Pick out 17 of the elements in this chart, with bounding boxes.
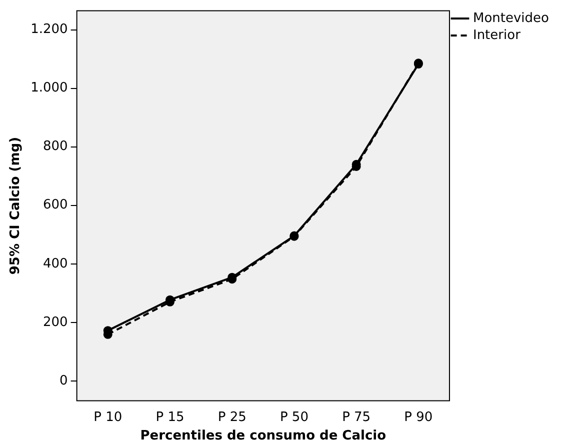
y-tick-label: 0 <box>60 373 68 388</box>
x-tick-label: P 75 <box>342 410 371 425</box>
y-tick-label: 1.000 <box>30 80 68 96</box>
x-tick-label: P 90 <box>404 410 433 425</box>
x-tick-label: P 15 <box>156 410 184 425</box>
x-tick-label: P 50 <box>280 410 308 425</box>
y-tick-label: 600 <box>42 198 68 213</box>
y-tick-label: 800 <box>42 139 68 154</box>
y-tick-label: 1.200 <box>30 22 68 38</box>
x-tick-label: P 25 <box>218 410 246 425</box>
y-tick-label: 200 <box>42 314 68 330</box>
y-axis-title: 95% CI Calcio (mg) <box>8 136 24 275</box>
legend-label: Interior <box>472 28 522 43</box>
legend-label: Montevideo <box>472 10 550 26</box>
x-axis-title: Percentiles de consumo de Calcio <box>140 428 386 444</box>
x-tick-label: P 10 <box>94 410 122 425</box>
y-tick-label: 400 <box>42 256 68 272</box>
